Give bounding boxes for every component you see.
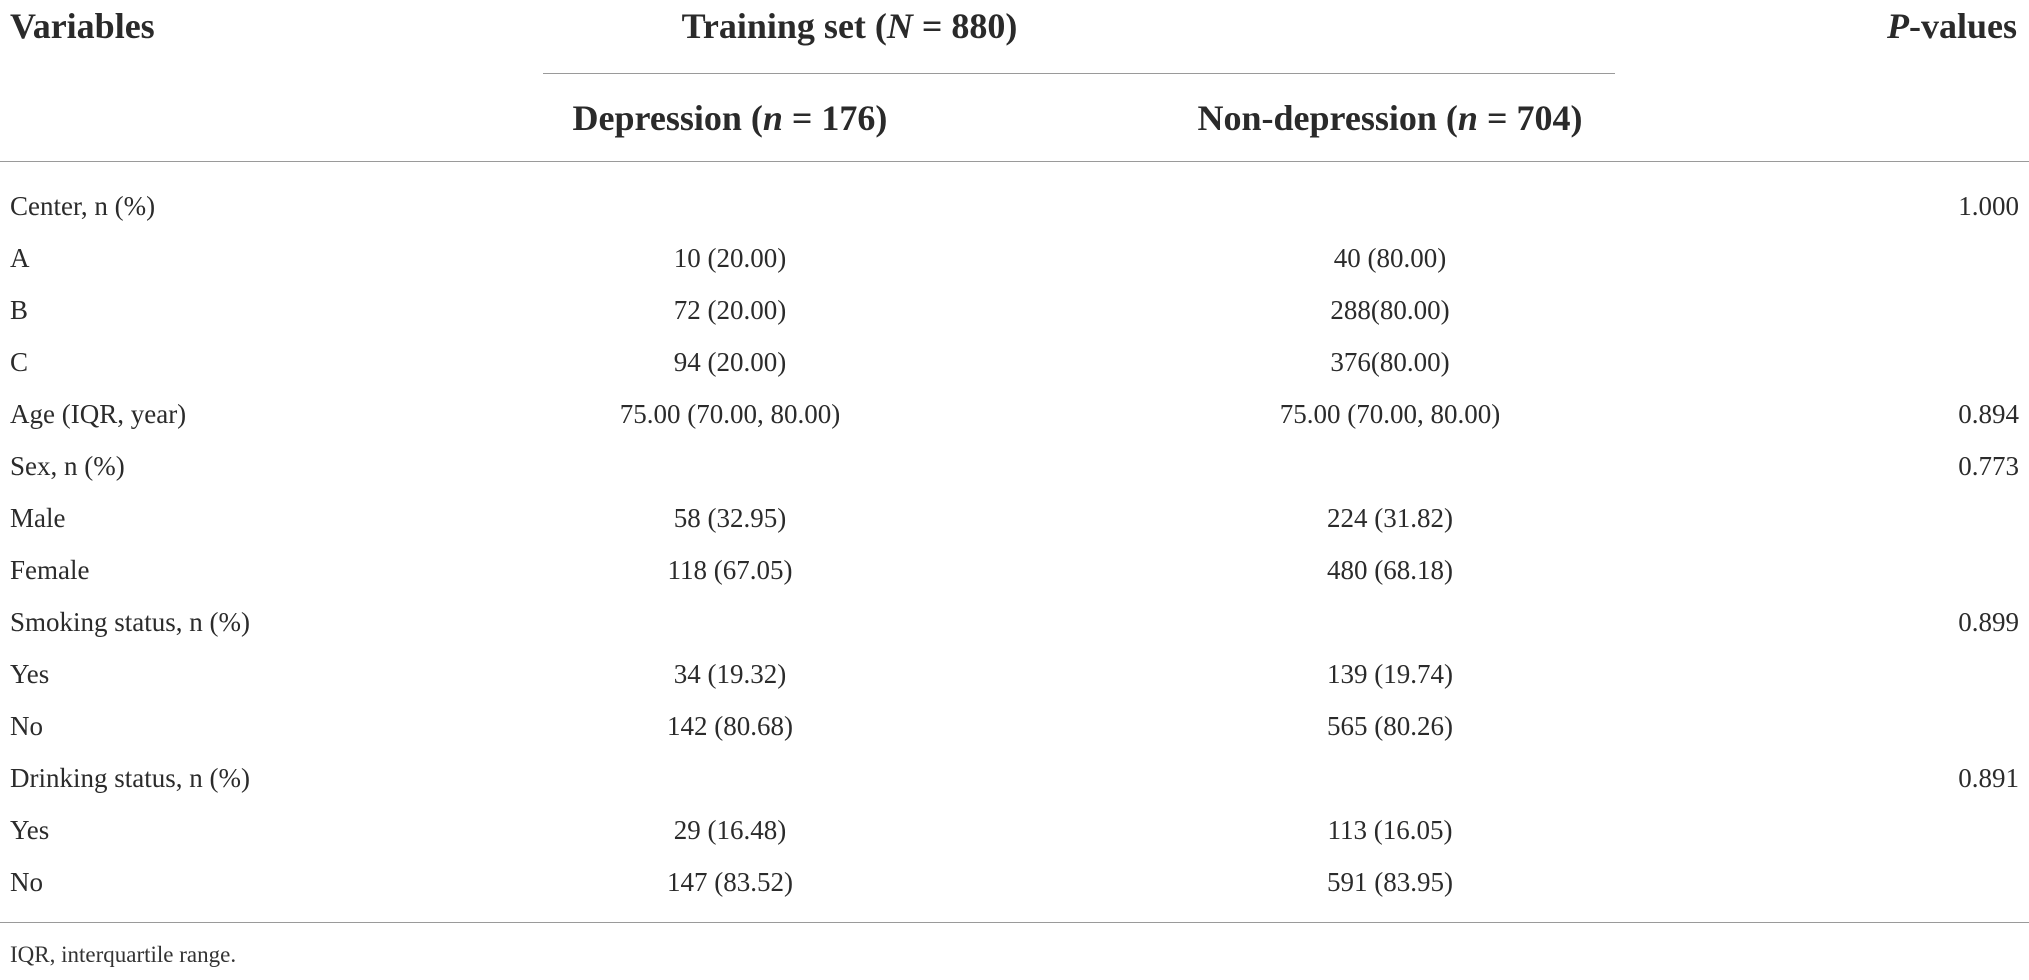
header-rule: [0, 161, 2029, 162]
cell-p-value: 0.894: [1958, 399, 2019, 429]
cell-p-value: 1.000: [1958, 191, 2019, 221]
table-row: Yes 34 (19.32) 139 (19.74): [0, 653, 2029, 705]
nondep-n: n: [1457, 98, 1478, 138]
table-row: Drinking status, n (%) 0.891: [0, 757, 2029, 809]
cell-p-value: 0.899: [1958, 607, 2019, 637]
table-row: Sex, n (%) 0.773: [0, 445, 2029, 497]
cell-variable: C: [10, 347, 29, 377]
cell-variable: Age (IQR, year): [10, 399, 187, 429]
table-row: B 72 (20.00) 288(80.00): [0, 289, 2029, 341]
cell-variable: Drinking status, n (%): [10, 763, 250, 793]
table-row: Center, n (%) 1.000: [0, 185, 2029, 237]
header-training-set: Training set (N = 880): [0, 8, 2029, 44]
cell-variable: No: [10, 867, 43, 897]
training-N: N: [886, 6, 913, 46]
table-row: A 10 (20.00) 40 (80.00): [0, 237, 2029, 289]
table-row: Yes 29 (16.48) 113 (16.05): [0, 809, 2029, 861]
cell-variable: Sex, n (%): [10, 451, 125, 481]
table-body: Center, n (%) 1.000 A 10 (20.00) 40 (80.00)…: [0, 185, 2029, 913]
cell-depression: 118 (67.05): [667, 555, 793, 585]
cell-variable: Yes: [10, 815, 50, 845]
table-row: No 147 (83.52) 591 (83.95): [0, 861, 2029, 913]
nondep-suffix: = 704): [1477, 98, 1583, 138]
cell-variable: A: [10, 243, 30, 273]
table-row: Female 118 (67.05) 480 (68.18): [0, 549, 2029, 601]
cell-non-depression: 565 (80.26): [1327, 711, 1453, 741]
training-suffix: = 880): [912, 6, 1018, 46]
header-non-depression: Non-depression (n = 704): [1165, 100, 1615, 136]
dep-prefix: Depression (: [572, 98, 763, 138]
cell-variable: Female: [10, 555, 90, 585]
cell-non-depression: 113 (16.05): [1327, 815, 1453, 845]
cell-depression: 34 (19.32): [673, 659, 787, 689]
table-row: Age (IQR, year) 75.00 (70.00, 80.00) 75.00…: [0, 393, 2029, 445]
cell-non-depression: 40 (80.00): [1333, 243, 1447, 273]
bottom-rule: [0, 922, 2029, 923]
cell-depression: 75.00 (70.00, 80.00): [619, 399, 841, 429]
cell-non-depression: 480 (68.18): [1327, 555, 1453, 585]
header-depression: Depression (n = 176): [540, 100, 920, 136]
cell-variable: Center, n (%): [10, 191, 156, 221]
cell-variable: B: [10, 295, 29, 325]
cell-depression: 94 (20.00): [673, 347, 787, 377]
cell-non-depression: 591 (83.95): [1327, 867, 1453, 897]
table-row: Male 58 (32.95) 224 (31.82): [0, 497, 2029, 549]
training-prefix: Training set (: [681, 6, 887, 46]
cell-variable: No: [10, 711, 43, 741]
header-variables: Variables: [10, 6, 155, 46]
cell-depression: 72 (20.00): [673, 295, 787, 325]
header-p-values: P-values: [1887, 8, 2017, 44]
cell-non-depression: 288(80.00): [1330, 295, 1450, 325]
cell-depression: 58 (32.95): [673, 503, 787, 533]
table-row: C 94 (20.00) 376(80.00): [0, 341, 2029, 393]
dep-n: n: [762, 98, 783, 138]
nondep-prefix: Non-depression (: [1197, 98, 1458, 138]
table-row: No 142 (80.68) 565 (80.26): [0, 705, 2029, 757]
table-row: Smoking status, n (%) 0.899: [0, 601, 2029, 653]
cell-p-value: 0.891: [1958, 763, 2019, 793]
cell-non-depression: 139 (19.74): [1327, 659, 1453, 689]
cell-depression: 10 (20.00): [673, 243, 787, 273]
cell-non-depression: 224 (31.82): [1327, 503, 1453, 533]
cell-depression: 29 (16.48): [673, 815, 787, 845]
cell-depression: 147 (83.52): [667, 867, 793, 897]
cell-non-depression: 376(80.00): [1330, 347, 1450, 377]
dep-suffix: = 176): [782, 98, 888, 138]
table-footnote: IQR, interquartile range.: [10, 942, 237, 967]
cell-depression: 142 (80.68): [667, 711, 793, 741]
cell-variable: Yes: [10, 659, 50, 689]
cell-variable: Male: [10, 503, 66, 533]
cell-variable: Smoking status, n (%): [10, 607, 250, 637]
cell-p-value: 0.773: [1958, 451, 2019, 481]
p-values-italic: P: [1887, 6, 1909, 46]
spanner-rule: [543, 73, 1615, 74]
cell-non-depression: 75.00 (70.00, 80.00): [1279, 399, 1501, 429]
p-values-rest: -values: [1909, 6, 2017, 46]
